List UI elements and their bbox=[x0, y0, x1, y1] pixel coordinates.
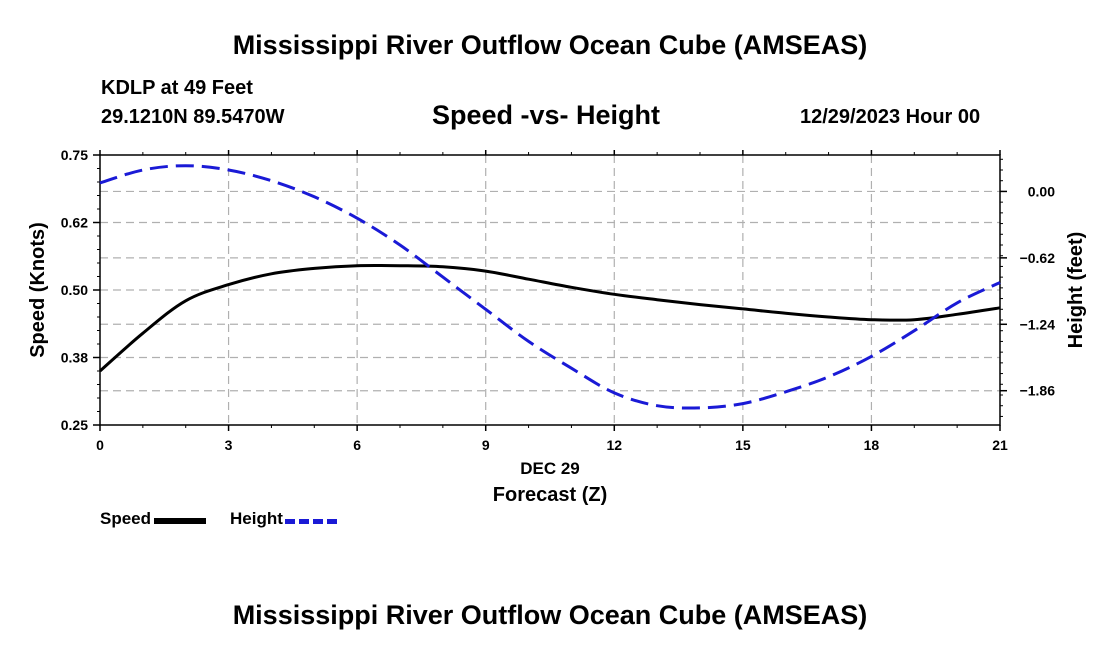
y2-tick-label: −1.24 bbox=[1020, 316, 1056, 332]
y-tick-label: 0.25 bbox=[61, 417, 88, 433]
y-axis-title: Speed (Knots) bbox=[27, 222, 49, 358]
legend-height-label: Height bbox=[230, 509, 283, 528]
legend-height: Height bbox=[230, 509, 337, 529]
grid-layer bbox=[100, 155, 1000, 425]
speed-series-line bbox=[99, 263, 1001, 373]
x-axis-day-label: DEC 29 bbox=[520, 459, 580, 478]
x-tick-label: 9 bbox=[482, 437, 490, 453]
latlon-label: 29.1210N 89.5470W bbox=[101, 106, 285, 128]
height-series-line bbox=[99, 164, 1001, 410]
chart-main-title: Mississippi River Outflow Ocean Cube (AM… bbox=[232, 30, 868, 60]
legend-speed-label: Speed bbox=[100, 509, 152, 528]
footer-title: Mississippi River Outflow Ocean Cube (AM… bbox=[232, 600, 868, 630]
legend-speed: Speed bbox=[100, 509, 207, 529]
speed-height-chart: 0 3 6 9 12 15 18 21 0.25 0.38 0.50 0.62 0.75 0.00 −0.6… bbox=[27, 147, 1087, 506]
x-tick-label: 21 bbox=[992, 437, 1008, 453]
y2-axis-title: Height (feet) bbox=[1065, 232, 1087, 349]
station-label: KDLP at 49 Feet bbox=[101, 77, 253, 99]
x-tick-label: 6 bbox=[353, 437, 361, 453]
x-tick-label: 0 bbox=[96, 437, 104, 453]
forecast-date-label: 12/29/2023 Hour 00 bbox=[800, 106, 981, 128]
y2-tick-label: −0.62 bbox=[1020, 250, 1056, 266]
x-axis-title: Forecast (Z) bbox=[493, 484, 607, 506]
legend-height-swatch bbox=[284, 518, 337, 524]
x-tick-label: 12 bbox=[606, 437, 622, 453]
y2-tick-label: −1.86 bbox=[1020, 383, 1056, 399]
chart-subtitle: Speed -vs- Height bbox=[432, 100, 661, 130]
tick-layer: 0 3 6 9 12 15 18 21 0.25 0.38 0.50 0.62 0.75 0.00 −0.6… bbox=[61, 147, 1055, 453]
y-tick-label: 0.62 bbox=[61, 215, 88, 231]
y2-tick-label: 0.00 bbox=[1028, 183, 1055, 199]
y-tick-label: 0.50 bbox=[61, 282, 88, 298]
legend-speed-swatch bbox=[154, 518, 207, 524]
x-tick-label: 15 bbox=[735, 437, 751, 453]
y-tick-label: 0.75 bbox=[61, 147, 88, 163]
y-tick-label: 0.38 bbox=[61, 350, 88, 366]
x-tick-label: 18 bbox=[864, 437, 880, 453]
series-layer bbox=[99, 164, 1001, 410]
x-tick-label: 3 bbox=[225, 437, 233, 453]
